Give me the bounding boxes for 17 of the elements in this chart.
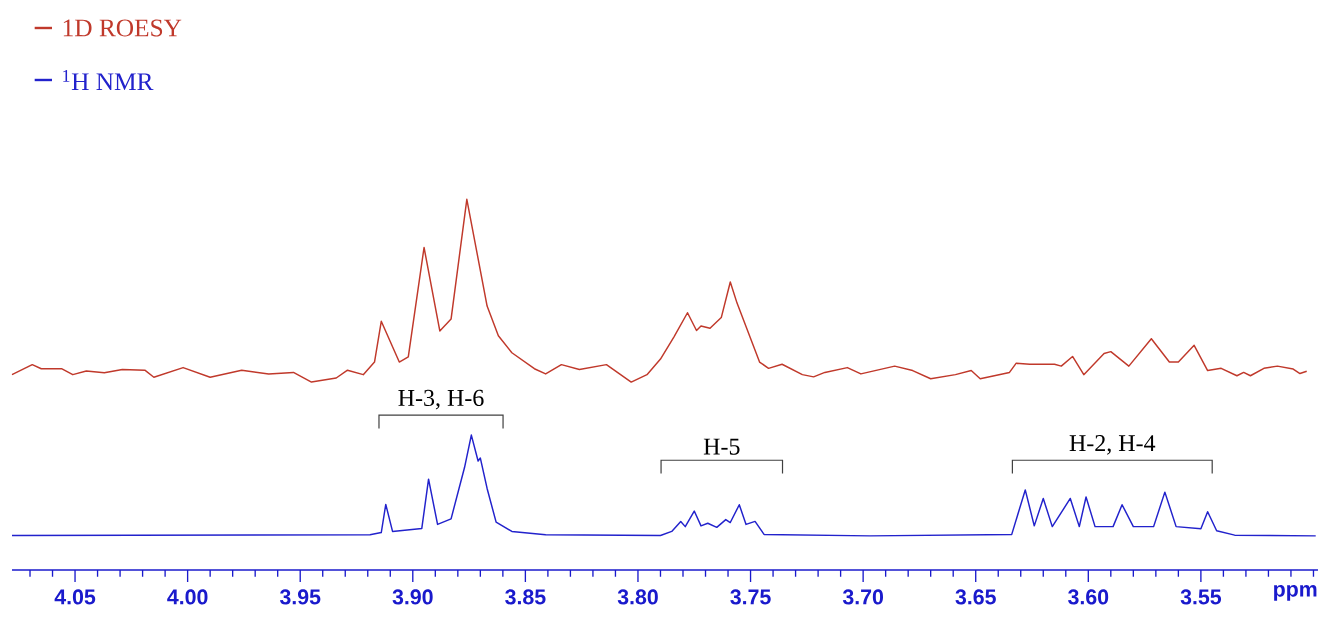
x-tick-label: 3.55: [1180, 589, 1222, 605]
annotation: H-3, H-6: [398, 389, 484, 410]
annotation: H-5: [703, 438, 740, 455]
x-tick-label: 4.00: [167, 589, 208, 605]
x-axis-title: ppm: [1274, 584, 1317, 601]
x-tick-label: 3.70: [842, 589, 883, 605]
legend-label: $^{1}$H NMR: [63, 69, 154, 91]
legend-label: 1D ROESY: [63, 19, 182, 37]
x-tick-label: 3.75: [730, 589, 771, 605]
x-tick-label: 3.80: [617, 589, 658, 605]
x-tick-label: 3.60: [1068, 589, 1109, 605]
x-tick-label: 3.95: [279, 589, 321, 605]
x-tick-label: 3.90: [392, 589, 433, 605]
x-tick-label: 4.05: [54, 589, 96, 605]
x-tick-label: 3.85: [505, 589, 546, 605]
x-tick-label: 3.65: [955, 589, 996, 605]
annotation: H-2, H-4: [1069, 435, 1156, 455]
